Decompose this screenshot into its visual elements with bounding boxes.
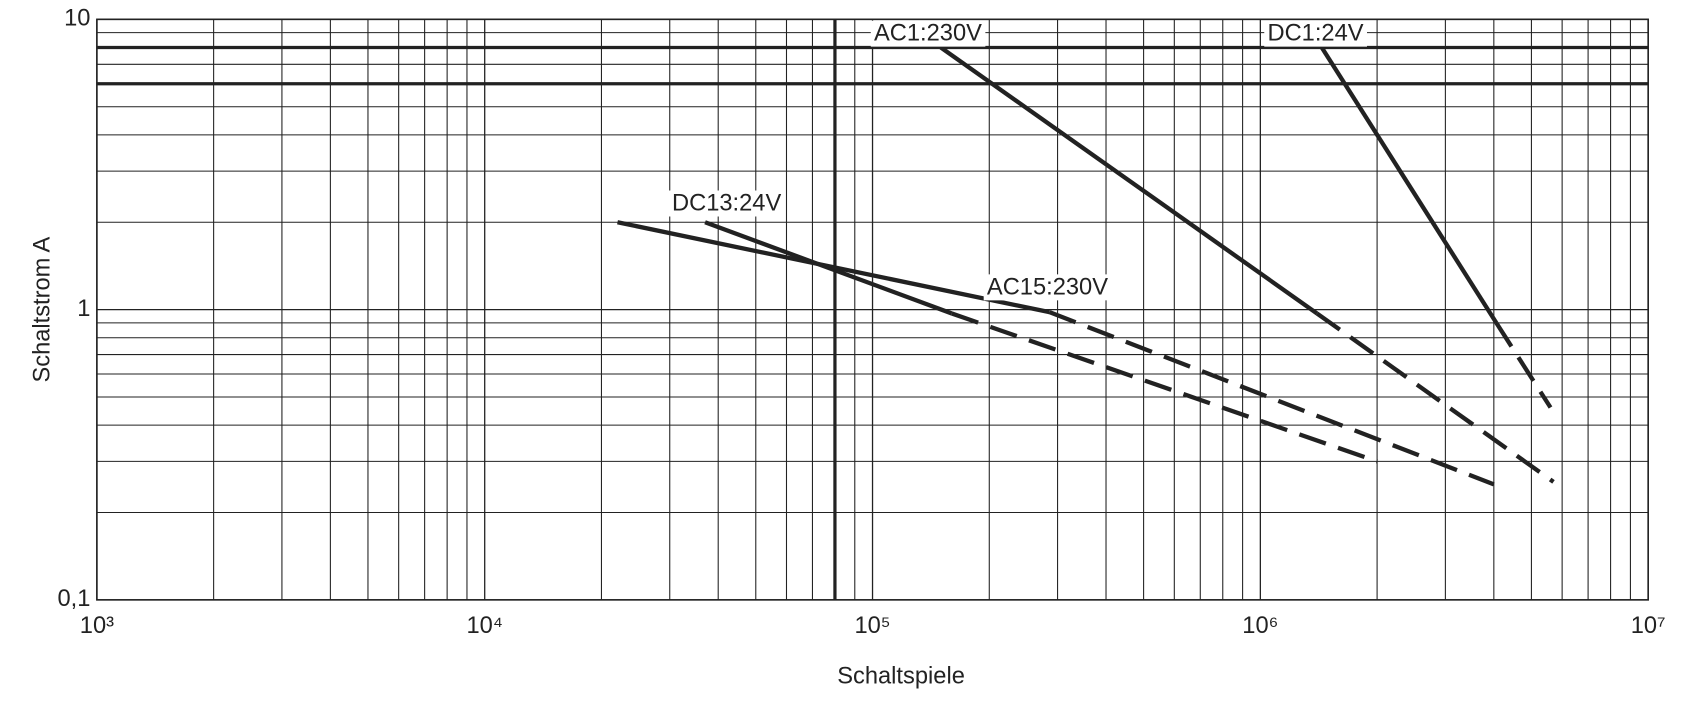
series-label: AC1:230V: [874, 21, 982, 47]
label-background: [668, 190, 785, 217]
x-tick-label: 10⁵: [854, 613, 890, 639]
x-tick-label: 10⁶: [1242, 613, 1278, 639]
x-tick-label: 10⁷: [1631, 613, 1666, 639]
label-background: [983, 274, 1112, 301]
line-segment: [950, 311, 1378, 464]
line-segment: [617, 220, 1050, 315]
x-tick-label: 10³: [80, 613, 114, 639]
y-tick-label: 10: [64, 6, 90, 32]
x-tick-label: 10⁴: [466, 613, 503, 639]
line-segment: [1315, 311, 1555, 484]
label-background: [1264, 20, 1367, 47]
plot-frame: [96, 18, 1649, 601]
series-label: DC1:24V: [1267, 21, 1363, 47]
label-background: [870, 20, 986, 47]
series-label: AC15:230V: [987, 274, 1108, 300]
line-segment: [1319, 46, 1499, 325]
line-segment: [939, 45, 1319, 316]
y-tick-label: 0,1: [58, 586, 91, 612]
y-axis-title: Schaltstrom A: [29, 236, 55, 382]
y-tick-label: 1: [77, 296, 90, 322]
x-axis-title: Schaltspiele: [837, 664, 965, 690]
series-label: DC13:24V: [672, 191, 781, 217]
line-segment: [1494, 321, 1553, 409]
